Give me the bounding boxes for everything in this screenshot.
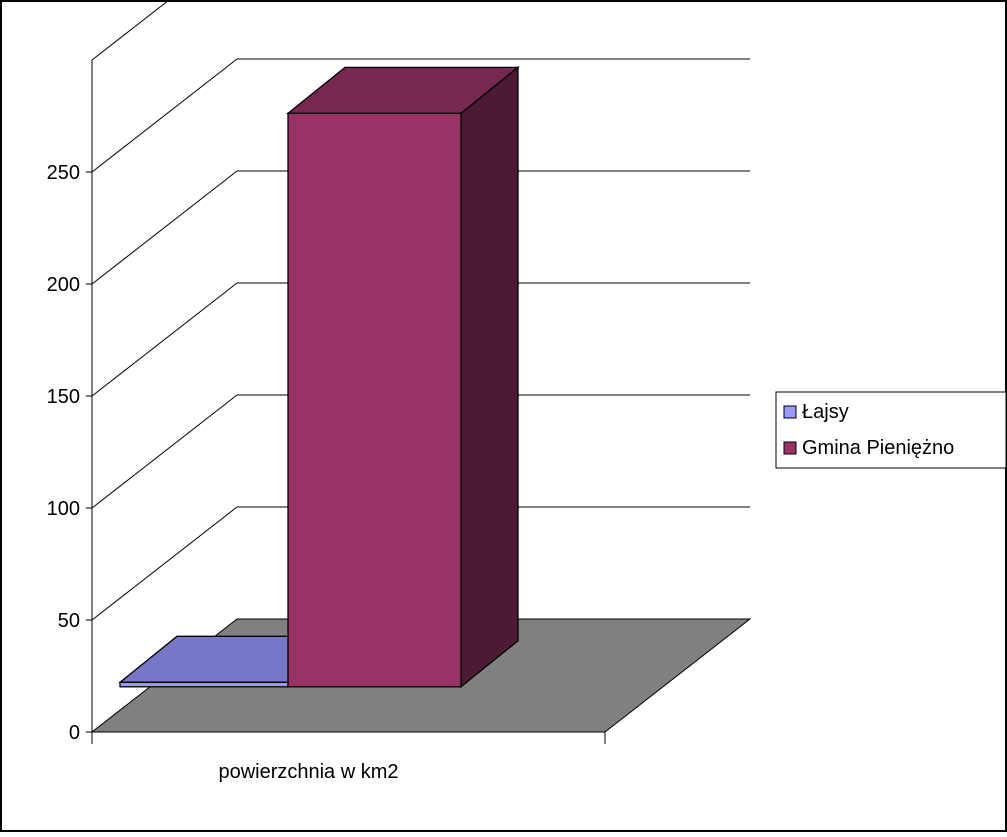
bar (287, 112, 462, 688)
gridline-diagonal (91, 170, 238, 285)
gridline-diagonal (91, 0, 170, 61)
legend-swatch (783, 441, 797, 455)
gridline-diagonal (91, 394, 238, 509)
bar (119, 681, 289, 688)
y-tick-label: 250 (47, 162, 80, 184)
legend-swatch (783, 405, 797, 419)
x-tick-label: powierzchnia w km2 (218, 761, 398, 783)
bars (118, 66, 520, 689)
y-tick-label: 150 (47, 386, 80, 408)
legend-label: Łajsy (802, 401, 849, 423)
x-axis: powierzchnia w km2 (91, 732, 606, 783)
bar-side (460, 66, 519, 689)
gridline-diagonal (91, 58, 238, 173)
gridline-diagonal (91, 506, 238, 621)
y-tick-label: 100 (47, 498, 80, 520)
legend-label: Gmina Pieniężno (802, 437, 954, 459)
legend: Łajsy Gmina Pieniężno (775, 391, 1007, 469)
y-tick-label: 200 (47, 274, 80, 296)
gridline-diagonal (91, 282, 238, 397)
legend-box (775, 391, 1007, 469)
y-tick-label: 0 (69, 722, 80, 744)
y-axis: 0 50 100 150 200 250 (47, 60, 93, 744)
y-tick-label: 50 (58, 610, 80, 632)
